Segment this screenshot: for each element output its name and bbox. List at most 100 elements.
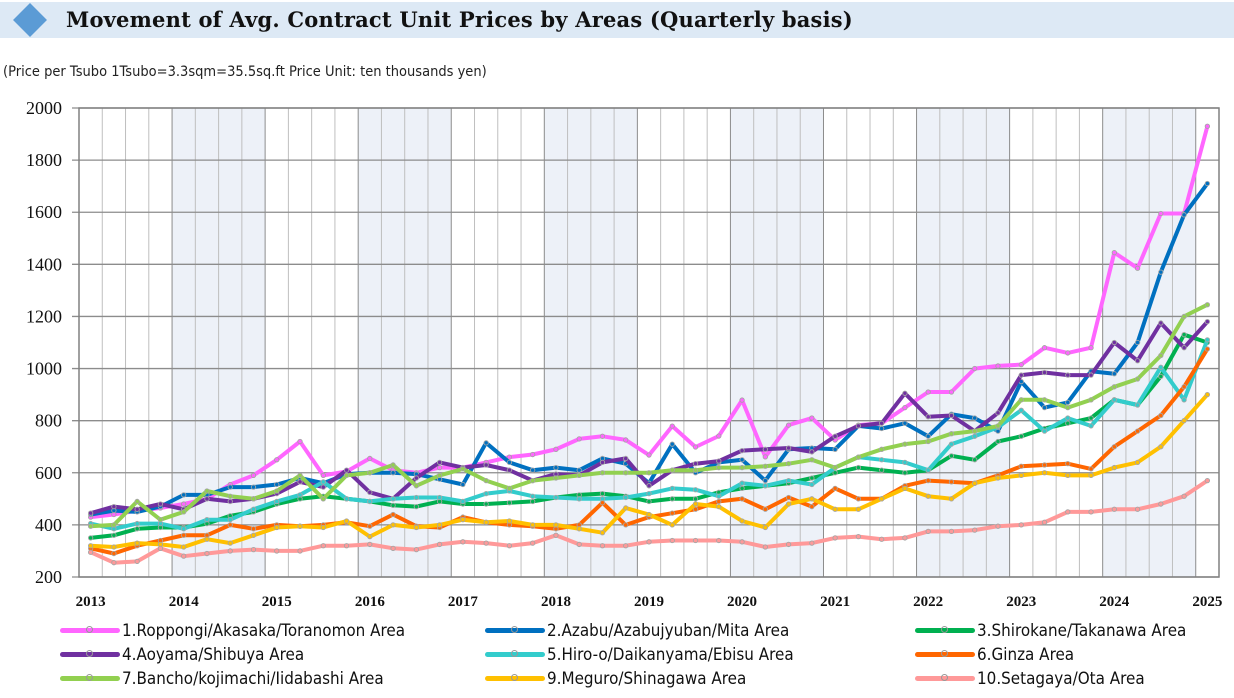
legend-item: 5.Hiro-o/Daikanyama/Ebisu Area bbox=[485, 642, 815, 666]
data-point bbox=[925, 528, 931, 535]
data-point bbox=[1134, 358, 1141, 364]
legend-label: 1.Roppongi/Akasaka/Toranomon Area bbox=[122, 620, 406, 640]
data-point bbox=[343, 467, 350, 473]
data-point bbox=[320, 543, 326, 549]
data-point bbox=[87, 535, 94, 541]
data-point bbox=[181, 501, 187, 507]
data-point bbox=[530, 493, 536, 499]
data-point bbox=[181, 544, 187, 550]
data-point bbox=[925, 477, 931, 484]
data-point bbox=[367, 541, 373, 548]
data-point bbox=[948, 496, 955, 502]
data-point bbox=[739, 485, 745, 492]
data-point bbox=[995, 438, 1001, 445]
data-point bbox=[87, 549, 94, 555]
data-point bbox=[297, 492, 303, 498]
x-tick-label: 2015 bbox=[262, 594, 292, 610]
data-point bbox=[972, 433, 978, 439]
data-point bbox=[576, 496, 582, 502]
data-point bbox=[785, 501, 792, 507]
data-point bbox=[460, 466, 466, 472]
data-point bbox=[623, 505, 629, 511]
data-point bbox=[692, 444, 699, 450]
data-point bbox=[250, 546, 257, 553]
data-point bbox=[1111, 371, 1117, 377]
legend-label: 3.Shirokane/Takanawa Area bbox=[977, 620, 1187, 640]
data-point bbox=[250, 526, 257, 532]
data-point bbox=[367, 498, 373, 505]
data-point bbox=[762, 463, 768, 469]
data-point bbox=[483, 540, 489, 546]
data-point bbox=[483, 519, 489, 525]
data-point bbox=[1088, 466, 1094, 472]
data-point bbox=[506, 518, 513, 524]
data-point bbox=[1018, 361, 1024, 368]
data-point bbox=[855, 496, 862, 502]
x-tick-label: 2014 bbox=[169, 594, 200, 610]
data-point bbox=[413, 475, 419, 481]
data-point bbox=[902, 485, 908, 492]
data-point bbox=[506, 459, 513, 466]
data-point bbox=[1204, 346, 1211, 352]
data-point bbox=[1158, 373, 1164, 380]
data-point bbox=[1065, 399, 1071, 406]
data-point bbox=[1134, 428, 1141, 434]
data-point bbox=[181, 526, 187, 532]
data-point bbox=[1018, 463, 1024, 469]
data-point bbox=[204, 536, 210, 542]
data-point bbox=[925, 433, 931, 439]
data-point bbox=[1065, 350, 1071, 356]
data-point bbox=[157, 545, 164, 551]
legend-swatch-icon bbox=[485, 625, 545, 633]
data-point bbox=[785, 477, 792, 484]
data-point bbox=[716, 493, 722, 499]
data-point bbox=[1181, 313, 1187, 320]
data-point bbox=[274, 498, 280, 505]
data-point bbox=[1088, 415, 1094, 421]
data-point bbox=[1041, 345, 1048, 351]
data-point bbox=[972, 428, 978, 434]
data-point bbox=[669, 467, 675, 473]
legend-item: 4.Aoyama/Shibuya Area bbox=[60, 642, 320, 666]
data-point bbox=[785, 494, 792, 501]
data-point bbox=[157, 517, 164, 523]
data-point bbox=[879, 420, 885, 426]
y-tick-label: 400 bbox=[35, 515, 62, 535]
x-tick-label: 2021 bbox=[820, 594, 850, 610]
data-point bbox=[181, 532, 187, 538]
data-point bbox=[855, 454, 862, 460]
data-point bbox=[1111, 464, 1117, 471]
data-point bbox=[809, 475, 815, 481]
data-point bbox=[553, 464, 559, 471]
y-axis-ticks: 200 400 600 800 1000 1200 1400 1600 1800 2000 bbox=[26, 98, 62, 587]
data-point bbox=[343, 496, 350, 502]
data-point bbox=[1181, 345, 1187, 351]
data-point bbox=[413, 503, 419, 510]
data-point bbox=[576, 467, 582, 473]
data-point bbox=[367, 523, 373, 529]
data-point bbox=[1088, 509, 1094, 515]
data-point bbox=[506, 454, 513, 460]
data-point bbox=[460, 539, 466, 545]
data-point bbox=[297, 472, 303, 479]
data-point bbox=[948, 389, 955, 395]
legend-swatch-icon bbox=[60, 649, 120, 657]
data-point bbox=[111, 550, 117, 557]
data-point bbox=[1181, 212, 1187, 218]
data-point bbox=[530, 467, 536, 473]
data-point bbox=[367, 470, 373, 476]
data-point bbox=[1134, 339, 1141, 346]
data-point bbox=[1158, 320, 1164, 326]
data-point bbox=[134, 526, 140, 532]
legend-label: 4.Aoyama/Shibuya Area bbox=[122, 644, 305, 664]
data-point bbox=[1041, 369, 1048, 376]
x-axis-ticks: 2013 2014 2015 2016 2017 2018 2019 2020 2021 2022… bbox=[76, 594, 1223, 610]
data-point bbox=[785, 445, 792, 451]
data-point bbox=[809, 449, 815, 455]
y-tick-label: 1800 bbox=[26, 150, 62, 170]
data-point bbox=[320, 479, 326, 485]
data-point bbox=[599, 530, 606, 536]
data-point bbox=[902, 535, 908, 541]
data-point bbox=[948, 479, 955, 485]
data-point bbox=[1018, 407, 1024, 413]
